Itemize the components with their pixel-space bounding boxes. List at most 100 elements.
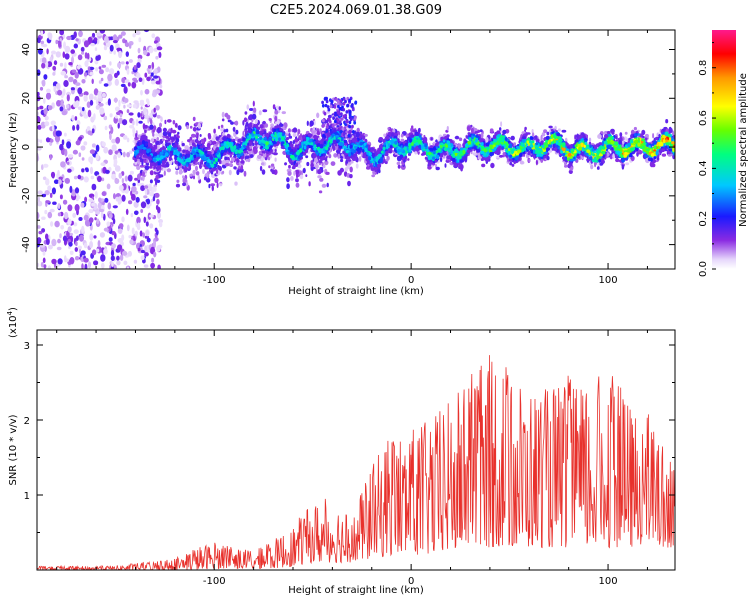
spread-cell bbox=[458, 137, 463, 142]
noise-cell bbox=[50, 50, 57, 55]
noise-cell bbox=[80, 145, 86, 151]
spread-cell bbox=[347, 180, 351, 187]
spread-cell bbox=[255, 118, 258, 124]
spread-cell bbox=[665, 119, 669, 124]
spread-cell bbox=[281, 111, 286, 115]
spread-cell bbox=[599, 162, 604, 166]
noise-cell bbox=[157, 264, 161, 269]
spread-cell bbox=[500, 121, 503, 127]
noise-cell bbox=[66, 94, 70, 102]
noise-cell bbox=[123, 86, 128, 94]
noise-cell bbox=[96, 218, 100, 225]
burst-cell bbox=[321, 100, 324, 105]
noise-cell bbox=[71, 56, 74, 64]
spread-cell bbox=[278, 106, 281, 111]
noise-cell bbox=[67, 168, 72, 173]
spread-cell bbox=[371, 174, 376, 178]
noise-cell bbox=[133, 100, 139, 104]
noise-cell bbox=[104, 35, 109, 44]
burst-cell bbox=[334, 113, 337, 117]
noise-cell bbox=[89, 233, 94, 241]
spread-cell bbox=[262, 109, 268, 113]
spread-cell bbox=[186, 125, 190, 130]
noise-cell bbox=[154, 89, 161, 94]
noise-cell bbox=[75, 100, 80, 107]
spread-cell bbox=[622, 140, 625, 145]
noise-cell bbox=[74, 116, 78, 121]
noise-cell bbox=[77, 245, 82, 250]
noise-cell bbox=[47, 211, 53, 219]
noise-cell bbox=[150, 80, 156, 85]
noise-cell bbox=[51, 258, 57, 265]
spread-cell bbox=[221, 118, 225, 122]
noise-cell bbox=[89, 149, 96, 154]
noise-cell bbox=[68, 76, 74, 83]
spread-cell bbox=[144, 165, 150, 171]
noise-cell bbox=[114, 106, 120, 112]
noise-cell bbox=[126, 104, 132, 108]
burst-cell bbox=[339, 102, 342, 106]
spread-cell bbox=[430, 137, 433, 141]
noise-cell bbox=[144, 30, 149, 33]
noise-cell bbox=[57, 203, 61, 209]
noise-cell bbox=[60, 161, 66, 168]
noise-cell bbox=[119, 113, 123, 118]
spread-cell bbox=[272, 148, 275, 154]
spread-cell bbox=[176, 133, 179, 137]
noise-cell bbox=[118, 184, 124, 191]
spread-cell bbox=[268, 165, 271, 169]
noise-cell bbox=[59, 106, 64, 112]
spread-cell bbox=[378, 137, 384, 141]
noise-cell bbox=[117, 228, 123, 235]
noise-cell bbox=[98, 80, 102, 84]
noise-cell bbox=[81, 263, 84, 269]
spread-cell bbox=[297, 164, 302, 169]
spread-cell bbox=[306, 161, 310, 167]
spread-cell bbox=[480, 132, 484, 139]
spread-cell bbox=[221, 111, 225, 118]
noise-cell bbox=[51, 125, 55, 132]
noise-cell bbox=[66, 91, 71, 97]
noise-cell bbox=[139, 101, 145, 106]
noise-cell bbox=[124, 79, 130, 84]
spread-cell bbox=[619, 132, 623, 138]
noise-cell bbox=[37, 106, 40, 111]
noise-cell bbox=[156, 66, 161, 73]
spread-cell bbox=[396, 161, 401, 165]
noise-cell bbox=[43, 108, 48, 115]
ridge-cell bbox=[347, 159, 352, 162]
spread-cell bbox=[355, 131, 361, 138]
noise-cell bbox=[83, 40, 90, 48]
noise-cell bbox=[150, 72, 154, 77]
noise-cell bbox=[69, 250, 74, 255]
spread-cell bbox=[189, 173, 193, 177]
noise-cell bbox=[112, 34, 118, 42]
spread-cell bbox=[528, 158, 531, 163]
noise-cell bbox=[132, 33, 136, 38]
spread-cell bbox=[661, 153, 667, 157]
burst-cell bbox=[342, 97, 346, 101]
noise-cell bbox=[123, 260, 128, 265]
noise-cell bbox=[152, 196, 156, 202]
burst-cell bbox=[345, 119, 349, 124]
noise-cell bbox=[117, 62, 122, 69]
spread-cell bbox=[615, 158, 620, 163]
spread-cell bbox=[411, 125, 414, 129]
burst-cell bbox=[333, 119, 337, 124]
spread-cell bbox=[594, 161, 597, 168]
noise-cell bbox=[55, 130, 62, 137]
burst-cell bbox=[340, 117, 344, 121]
noise-cell bbox=[37, 262, 40, 268]
spread-cell bbox=[206, 142, 211, 149]
noise-cell bbox=[60, 225, 65, 230]
noise-cell bbox=[118, 34, 123, 39]
noise-cell bbox=[97, 175, 102, 183]
spread-cell bbox=[621, 164, 625, 170]
noise-cell bbox=[64, 45, 71, 53]
spread-cell bbox=[163, 170, 166, 176]
noise-cell bbox=[151, 33, 156, 39]
spread-cell bbox=[195, 165, 198, 171]
noise-cell bbox=[144, 72, 148, 78]
noise-cell bbox=[75, 85, 78, 91]
noise-cell bbox=[56, 246, 62, 251]
